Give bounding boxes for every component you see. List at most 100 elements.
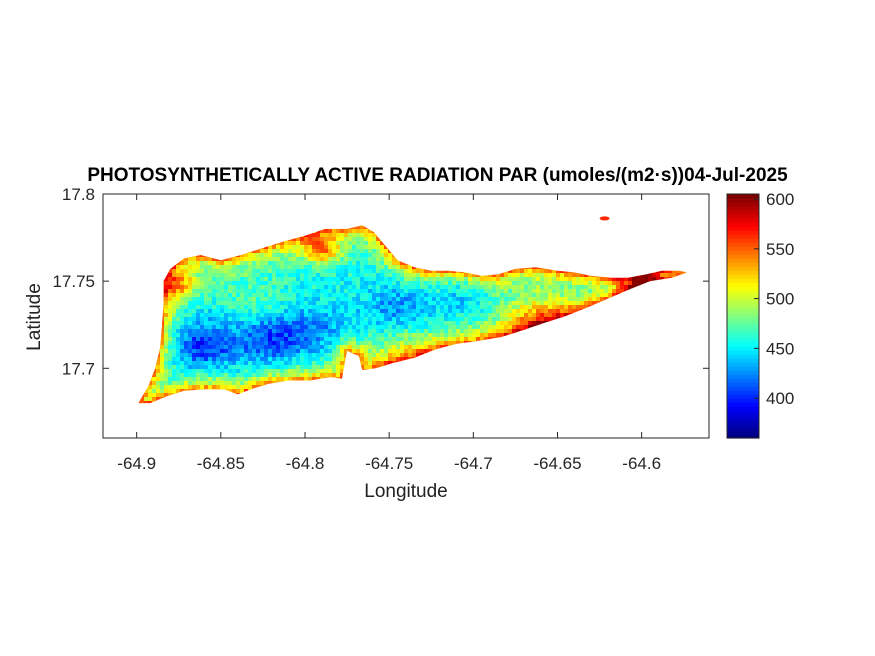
- par-cell: [244, 265, 249, 270]
- par-cell: [212, 301, 217, 306]
- par-cell: [244, 253, 249, 258]
- par-cell: [428, 321, 433, 326]
- par-cell: [424, 297, 429, 302]
- par-cell: [240, 321, 245, 326]
- par-cell: [680, 269, 685, 274]
- par-cell: [192, 333, 197, 338]
- par-cell: [160, 337, 165, 342]
- par-cell: [332, 345, 337, 350]
- par-cell: [184, 329, 189, 334]
- par-cell: [248, 249, 253, 254]
- par-cell: [232, 273, 237, 278]
- par-cell: [196, 353, 201, 358]
- par-cell: [344, 349, 349, 354]
- par-cell: [408, 289, 413, 294]
- par-cell: [420, 305, 425, 310]
- par-cell: [188, 325, 193, 330]
- par-cell: [504, 265, 509, 270]
- par-cell: [260, 285, 265, 290]
- par-cell: [340, 325, 345, 330]
- par-cell: [604, 277, 609, 282]
- par-cell: [524, 297, 529, 302]
- par-cell: [328, 261, 333, 266]
- par-cell: [468, 289, 473, 294]
- par-cell: [444, 265, 449, 270]
- par-cell: [292, 265, 297, 270]
- par-cell: [400, 261, 405, 266]
- par-cell: [576, 297, 581, 302]
- par-cell: [140, 405, 145, 410]
- par-cell: [340, 281, 345, 286]
- par-cell: [320, 321, 325, 326]
- par-cell: [304, 341, 309, 346]
- par-cell: [244, 293, 249, 298]
- par-cell: [424, 305, 429, 310]
- par-cell: [308, 353, 313, 358]
- par-cell: [492, 325, 497, 330]
- par-cell: [356, 325, 361, 330]
- par-cell: [364, 337, 369, 342]
- par-cell: [364, 289, 369, 294]
- par-cell: [432, 345, 437, 350]
- par-cell: [356, 237, 361, 242]
- par-cell: [356, 337, 361, 342]
- par-cell: [344, 377, 349, 382]
- par-cell: [232, 329, 237, 334]
- par-cell: [256, 337, 261, 342]
- par-cell: [388, 361, 393, 366]
- par-cell: [240, 389, 245, 394]
- par-cell: [568, 309, 573, 314]
- par-cell: [192, 349, 197, 354]
- par-cell: [572, 289, 577, 294]
- par-cell: [376, 233, 381, 238]
- par-cell: [620, 281, 625, 286]
- par-cell: [568, 285, 573, 290]
- par-cell: [488, 341, 493, 346]
- par-cell: [164, 357, 169, 362]
- colorbar-segment: [727, 410, 759, 415]
- par-cell: [380, 353, 385, 358]
- par-cell: [184, 309, 189, 314]
- par-cell: [388, 305, 393, 310]
- par-cell: [212, 337, 217, 342]
- par-cell: [364, 297, 369, 302]
- par-field: [138, 216, 688, 410]
- par-cell: [540, 309, 545, 314]
- par-cell: [424, 329, 429, 334]
- par-cell: [296, 293, 301, 298]
- par-cell: [320, 341, 325, 346]
- par-cell: [368, 333, 373, 338]
- par-cell: [172, 377, 177, 382]
- par-cell: [260, 269, 265, 274]
- par-cell: [508, 337, 513, 342]
- par-cell: [352, 305, 357, 310]
- par-cell: [240, 329, 245, 334]
- par-cell: [340, 321, 345, 326]
- par-cell: [352, 317, 357, 322]
- par-cell: [596, 297, 601, 302]
- par-cell: [672, 269, 677, 274]
- par-cell: [164, 309, 169, 314]
- par-cell: [372, 297, 377, 302]
- par-cell: [208, 369, 213, 374]
- x-tick-label: -64.8: [286, 454, 325, 473]
- par-cell: [160, 285, 165, 290]
- par-cell: [228, 281, 233, 286]
- par-cell: [476, 289, 481, 294]
- par-cell: [492, 317, 497, 322]
- par-cell: [576, 281, 581, 286]
- par-cell: [516, 321, 521, 326]
- par-cell: [436, 313, 441, 318]
- par-cell: [240, 385, 245, 390]
- par-cell: [608, 277, 613, 282]
- par-cell: [372, 257, 377, 262]
- par-cell: [440, 285, 445, 290]
- par-cell: [200, 321, 205, 326]
- par-cell: [184, 369, 189, 374]
- par-cell: [296, 365, 301, 370]
- par-cell: [260, 297, 265, 302]
- par-cell: [360, 257, 365, 262]
- par-cell: [308, 349, 313, 354]
- par-cell: [612, 285, 617, 290]
- par-cell: [284, 289, 289, 294]
